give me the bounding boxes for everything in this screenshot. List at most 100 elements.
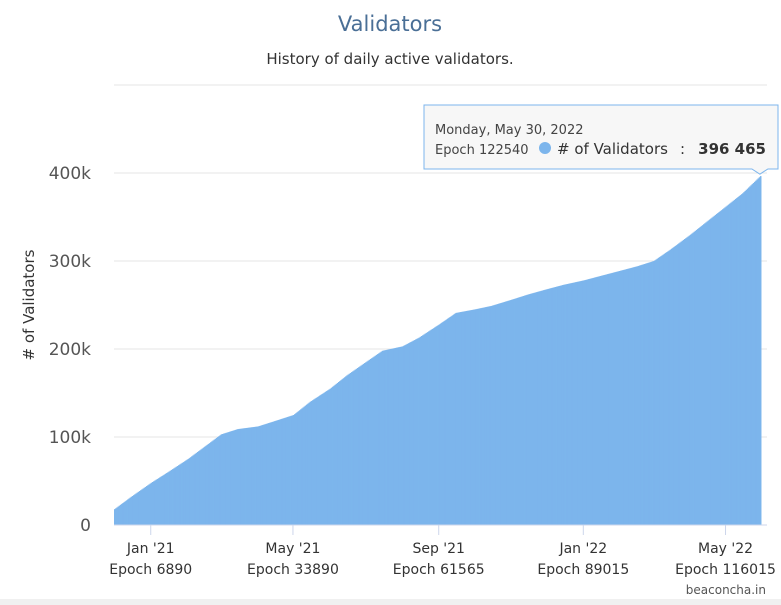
validator-bar[interactable] [317,396,320,525]
validator-bar[interactable] [583,280,585,525]
validator-bar[interactable] [557,286,559,525]
validator-bar[interactable] [304,405,307,525]
validator-bar[interactable] [713,215,716,526]
validator-bar[interactable] [221,433,224,525]
validator-bar[interactable] [150,482,153,525]
validator-bar[interactable] [676,244,679,525]
validator-bar[interactable] [383,350,385,525]
validator-bar[interactable] [620,270,622,525]
validator-bar[interactable] [231,430,233,525]
validator-bar[interactable] [240,428,243,525]
validator-bars[interactable] [114,176,762,526]
validator-bar[interactable] [577,281,579,525]
validator-bar[interactable] [326,390,328,525]
validator-bar[interactable] [124,501,127,525]
validator-bar[interactable] [198,451,200,525]
validator-bar[interactable] [212,440,214,525]
validator-bar[interactable] [738,196,741,525]
validator-bar[interactable] [578,281,581,525]
validator-bar[interactable] [377,354,379,525]
validator-bar[interactable] [708,219,711,525]
validator-bar[interactable] [639,265,641,525]
validator-bar[interactable] [289,416,291,525]
validator-bar[interactable] [636,266,639,525]
validator-bar[interactable] [154,480,156,525]
validator-bar[interactable] [253,426,256,525]
validator-bar[interactable] [378,353,380,525]
validator-bar[interactable] [730,202,732,525]
validator-bar[interactable] [390,348,392,525]
validator-bar[interactable] [311,400,314,525]
validator-bar[interactable] [168,471,171,525]
validator-bar[interactable] [391,348,393,525]
validator-bar[interactable] [527,294,530,525]
validator-bar[interactable] [336,382,339,525]
validator-bar[interactable] [406,343,409,525]
validator-bar[interactable] [588,279,590,525]
validator-bar[interactable] [482,307,485,525]
validator-bar[interactable] [183,461,186,525]
validator-bar[interactable] [287,416,289,525]
validator-bar[interactable] [597,276,600,525]
validator-bar[interactable] [590,278,593,525]
validator-bar[interactable] [443,321,446,525]
validator-bar[interactable] [712,216,715,525]
validator-bar[interactable] [352,371,354,525]
validator-bar[interactable] [316,397,319,525]
validator-bar[interactable] [252,427,255,525]
validator-bar[interactable] [471,309,474,525]
validator-bar[interactable] [500,302,502,525]
validator-bar[interactable] [559,285,562,525]
validator-bar[interactable] [156,478,159,525]
validator-bar[interactable] [452,314,455,525]
validator-bar[interactable] [164,473,167,525]
validator-bar[interactable] [553,287,556,525]
validator-bar[interactable] [142,488,145,525]
validator-bar[interactable] [265,423,268,525]
validator-bar[interactable] [552,287,555,525]
validator-bar[interactable] [386,349,389,525]
validator-bar[interactable] [467,310,469,525]
validator-bar[interactable] [193,454,195,525]
validator-bar[interactable] [546,289,549,525]
validator-bar[interactable] [144,486,147,525]
validator-bar[interactable] [460,312,462,525]
validator-bar[interactable] [695,229,698,525]
validator-bar[interactable] [541,290,544,525]
validator-bar[interactable] [497,303,500,525]
validator-bar[interactable] [419,336,422,525]
validator-bar[interactable] [586,279,589,525]
validator-bar[interactable] [291,415,294,525]
validator-bar[interactable] [230,431,232,525]
validator-bar[interactable] [409,342,411,525]
validator-bar[interactable] [596,276,598,525]
validator-bar[interactable] [301,408,303,525]
validator-bar[interactable] [569,283,571,525]
validator-bar[interactable] [355,368,358,525]
validator-bar[interactable] [160,476,162,525]
validator-bar[interactable] [272,421,275,525]
validator-bar[interactable] [174,467,177,525]
validator-bar[interactable] [430,329,433,525]
validator-bar[interactable] [524,295,526,525]
validator-bar[interactable] [571,282,574,525]
validator-bar[interactable] [411,341,414,525]
validator-bar[interactable] [648,262,651,525]
validator-bar[interactable] [191,456,193,525]
credit-link[interactable]: beaconcha.in [686,583,766,597]
validator-bar[interactable] [454,313,456,525]
validator-bar[interactable] [643,264,646,525]
validator-bar[interactable] [208,443,211,525]
validator-bar[interactable] [431,329,434,525]
validator-bar[interactable] [519,297,521,525]
validator-bar[interactable] [116,507,118,525]
validator-bar[interactable] [529,293,532,525]
validator-bar[interactable] [750,185,752,525]
validator-bar[interactable] [374,355,377,525]
validator-bar[interactable] [162,475,165,525]
validator-bar[interactable] [591,278,594,525]
validator-bar[interactable] [757,178,760,525]
validator-bar[interactable] [425,332,428,525]
validator-bar[interactable] [660,256,662,525]
validator-bar[interactable] [219,435,222,525]
